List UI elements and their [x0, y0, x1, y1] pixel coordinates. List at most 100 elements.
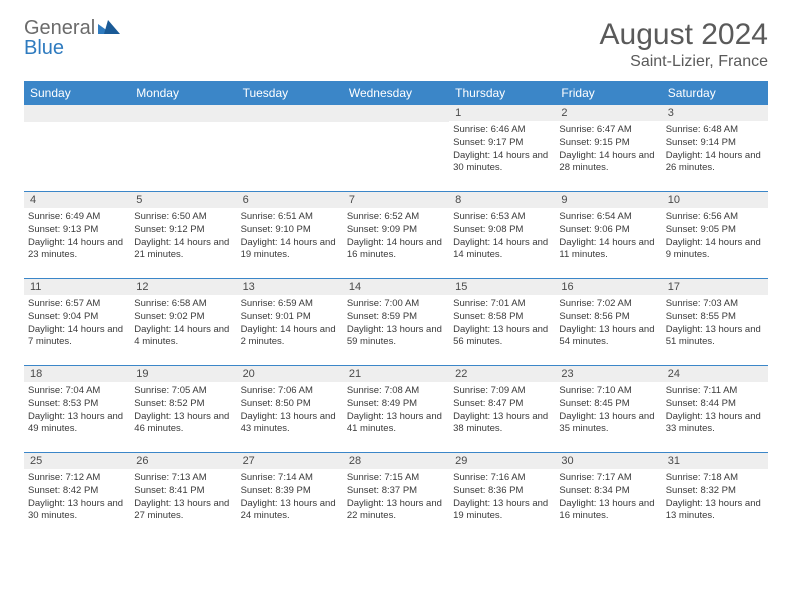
sunset-text: Sunset: 8:56 PM [559, 311, 657, 324]
day-info: Sunrise: 7:15 AMSunset: 8:37 PMDaylight:… [347, 472, 445, 523]
day-cell: 27 Sunrise: 7:14 AMSunset: 8:39 PMDayligh… [237, 453, 343, 539]
daylight-text: Daylight: 14 hours and 7 minutes. [28, 324, 126, 350]
location-label: Saint-Lizier, France [600, 53, 768, 71]
daylight-text: Daylight: 13 hours and 49 minutes. [28, 411, 126, 437]
day-info: Sunrise: 7:18 AMSunset: 8:32 PMDaylight:… [666, 472, 764, 523]
day-number: 7 [343, 192, 449, 208]
sunset-text: Sunset: 8:44 PM [666, 398, 764, 411]
sunset-text: Sunset: 9:05 PM [666, 224, 764, 237]
sunrise-text: Sunrise: 7:02 AM [559, 298, 657, 311]
day-cell: 12Sunrise: 6:58 AMSunset: 9:02 PMDayligh… [130, 279, 236, 365]
day-number: 19 [130, 366, 236, 382]
sunset-text: Sunset: 9:02 PM [134, 311, 232, 324]
month-title: August 2024 [600, 18, 768, 51]
day-cell: 7Sunrise: 6:52 AMSunset: 9:09 PMDaylight… [343, 192, 449, 278]
daylight-text: Daylight: 13 hours and 38 minutes. [453, 411, 551, 437]
week-row: 4Sunrise: 6:49 AMSunset: 9:13 PMDaylight… [24, 191, 768, 278]
sunset-text: Sunset: 8:58 PM [453, 311, 551, 324]
sunrise-text: Sunrise: 6:46 AM [453, 124, 551, 137]
sunset-text: Sunset: 8:52 PM [134, 398, 232, 411]
day-number: 27 [237, 453, 343, 469]
week-row: 18Sunrise: 7:04 AMSunset: 8:53 PMDayligh… [24, 365, 768, 452]
sunrise-text: Sunrise: 6:54 AM [559, 211, 657, 224]
sunrise-text: Sunrise: 6:56 AM [666, 211, 764, 224]
day-cell: 22Sunrise: 7:09 AMSunset: 8:47 PMDayligh… [449, 366, 555, 452]
day-number: 8 [449, 192, 555, 208]
day-info: Sunrise: 7:16 AMSunset: 8:36 PMDaylight:… [453, 472, 551, 523]
daylight-text: Daylight: 14 hours and 21 minutes. [134, 237, 232, 263]
day-cell: 16Sunrise: 7:02 AMSunset: 8:56 PMDayligh… [555, 279, 661, 365]
day-number: 1 [449, 105, 555, 121]
daylight-text: Daylight: 13 hours and 41 minutes. [347, 411, 445, 437]
day-info: Sunrise: 7:06 AMSunset: 8:50 PMDaylight:… [241, 385, 339, 436]
sunset-text: Sunset: 8:49 PM [347, 398, 445, 411]
day-info: Sunrise: 6:54 AMSunset: 9:06 PMDaylight:… [559, 211, 657, 262]
dow-wednesday: Wednesday [343, 81, 449, 105]
day-info: Sunrise: 7:11 AMSunset: 8:44 PMDaylight:… [666, 385, 764, 436]
day-number [24, 105, 130, 122]
day-info: Sunrise: 7:14 AMSunset: 8:39 PMDaylight:… [241, 472, 339, 523]
day-number: 10 [662, 192, 768, 208]
day-number: 24 [662, 366, 768, 382]
day-cell: 30Sunrise: 7:17 AMSunset: 8:34 PMDayligh… [555, 453, 661, 539]
day-cell: 20Sunrise: 7:06 AMSunset: 8:50 PMDayligh… [237, 366, 343, 452]
daylight-text: Daylight: 13 hours and 30 minutes. [28, 498, 126, 524]
brand-blue: Blue [24, 37, 64, 59]
day-cell: 11Sunrise: 6:57 AMSunset: 9:04 PMDayligh… [24, 279, 130, 365]
day-cell: 26Sunrise: 7:13 AMSunset: 8:41 PMDayligh… [130, 453, 236, 539]
day-cell [237, 105, 343, 191]
dow-monday: Monday [130, 81, 236, 105]
sunset-text: Sunset: 8:39 PM [241, 485, 339, 498]
day-cell: 25Sunrise: 7:12 AMSunset: 8:42 PMDayligh… [24, 453, 130, 539]
day-cell: 3Sunrise: 6:48 AMSunset: 9:14 PMDaylight… [662, 105, 768, 191]
sunset-text: Sunset: 9:10 PM [241, 224, 339, 237]
sunrise-text: Sunrise: 6:49 AM [28, 211, 126, 224]
brand-logo: GeneralBlue [24, 18, 120, 58]
sunrise-text: Sunrise: 7:11 AM [666, 385, 764, 398]
sunset-text: Sunset: 8:42 PM [28, 485, 126, 498]
day-number: 9 [555, 192, 661, 208]
day-info: Sunrise: 6:51 AMSunset: 9:10 PMDaylight:… [241, 211, 339, 262]
day-cell: 23Sunrise: 7:10 AMSunset: 8:45 PMDayligh… [555, 366, 661, 452]
day-cell: 8 Sunrise: 6:53 AMSunset: 9:08 PMDaylight… [449, 192, 555, 278]
day-number: 12 [130, 279, 236, 295]
page-header: GeneralBlue August 2024 Saint-Lizier, Fr… [24, 18, 768, 71]
sunset-text: Sunset: 8:50 PM [241, 398, 339, 411]
sunrise-text: Sunrise: 7:08 AM [347, 385, 445, 398]
sunrise-text: Sunrise: 7:15 AM [347, 472, 445, 485]
day-number: 23 [555, 366, 661, 382]
brand-mark-icon [98, 17, 120, 39]
daylight-text: Daylight: 13 hours and 22 minutes. [347, 498, 445, 524]
day-cell: 19Sunrise: 7:05 AMSunset: 8:52 PMDayligh… [130, 366, 236, 452]
sunset-text: Sunset: 8:37 PM [347, 485, 445, 498]
sunset-text: Sunset: 8:36 PM [453, 485, 551, 498]
sunrise-text: Sunrise: 7:00 AM [347, 298, 445, 311]
dow-thursday: Thursday [449, 81, 555, 105]
day-info: Sunrise: 6:46 AMSunset: 9:17 PMDaylight:… [453, 124, 551, 175]
sunrise-text: Sunrise: 6:47 AM [559, 124, 657, 137]
day-number: 17 [662, 279, 768, 295]
daylight-text: Daylight: 14 hours and 11 minutes. [559, 237, 657, 263]
day-cell: 29Sunrise: 7:16 AMSunset: 8:36 PMDayligh… [449, 453, 555, 539]
day-number [237, 105, 343, 122]
day-info: Sunrise: 6:56 AMSunset: 9:05 PMDaylight:… [666, 211, 764, 262]
daylight-text: Daylight: 14 hours and 28 minutes. [559, 150, 657, 176]
day-info: Sunrise: 7:17 AMSunset: 8:34 PMDaylight:… [559, 472, 657, 523]
day-info: Sunrise: 6:48 AMSunset: 9:14 PMDaylight:… [666, 124, 764, 175]
dow-tuesday: Tuesday [237, 81, 343, 105]
day-info: Sunrise: 6:53 AMSunset: 9:08 PMDaylight:… [453, 211, 551, 262]
sunset-text: Sunset: 9:17 PM [453, 137, 551, 150]
daylight-text: Daylight: 13 hours and 54 minutes. [559, 324, 657, 350]
daylight-text: Daylight: 13 hours and 24 minutes. [241, 498, 339, 524]
sunrise-text: Sunrise: 7:03 AM [666, 298, 764, 311]
day-number: 22 [449, 366, 555, 382]
sunset-text: Sunset: 8:59 PM [347, 311, 445, 324]
dow-header-row: Sunday Monday Tuesday Wednesday Thursday… [24, 81, 768, 105]
sunrise-text: Sunrise: 6:58 AM [134, 298, 232, 311]
day-info: Sunrise: 6:57 AMSunset: 9:04 PMDaylight:… [28, 298, 126, 349]
sunrise-text: Sunrise: 6:59 AM [241, 298, 339, 311]
sunrise-text: Sunrise: 7:04 AM [28, 385, 126, 398]
day-cell: 18Sunrise: 7:04 AMSunset: 8:53 PMDayligh… [24, 366, 130, 452]
day-info: Sunrise: 7:03 AMSunset: 8:55 PMDaylight:… [666, 298, 764, 349]
day-cell: 17 Sunrise: 7:03 AMSunset: 8:55 PMDayligh… [662, 279, 768, 365]
